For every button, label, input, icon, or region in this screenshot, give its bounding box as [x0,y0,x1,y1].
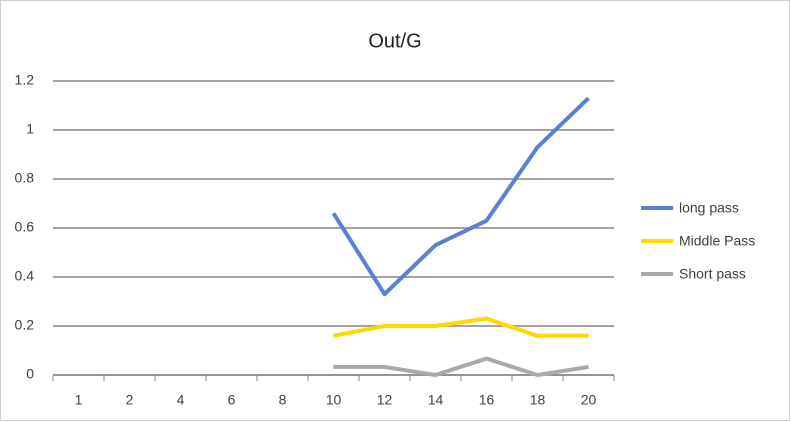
series-line [331,96,590,297]
x-tick-label: 2 [126,392,134,408]
y-tick-label: 0 [26,366,34,382]
legend-label: Middle Pass [679,233,755,249]
x-tick-label: 12 [377,392,393,408]
y-tick-label: 0.6 [15,219,35,235]
x-tick-label: 6 [228,392,236,408]
x-tick-label: 10 [326,392,342,408]
x-tick-label: 14 [428,392,444,408]
y-tick-label: 0.8 [15,170,35,186]
x-tick-label: 16 [479,392,495,408]
y-tick-label: 1 [26,121,34,137]
chart-title: Out/G [368,30,421,52]
x-tick-label: 8 [279,392,287,408]
y-tick-label: 0.4 [15,268,35,284]
x-tick-label: 20 [581,392,597,408]
series-line [333,356,589,377]
legend-label: Short pass [679,266,746,282]
series-line [333,316,589,338]
y-tick-label: 1.2 [15,72,35,88]
legend-label: long pass [679,200,739,216]
x-tick-label: 18 [530,392,546,408]
x-tick-label: 1 [75,392,83,408]
x-tick-label: 4 [177,392,185,408]
y-tick-label: 0.2 [15,317,35,333]
